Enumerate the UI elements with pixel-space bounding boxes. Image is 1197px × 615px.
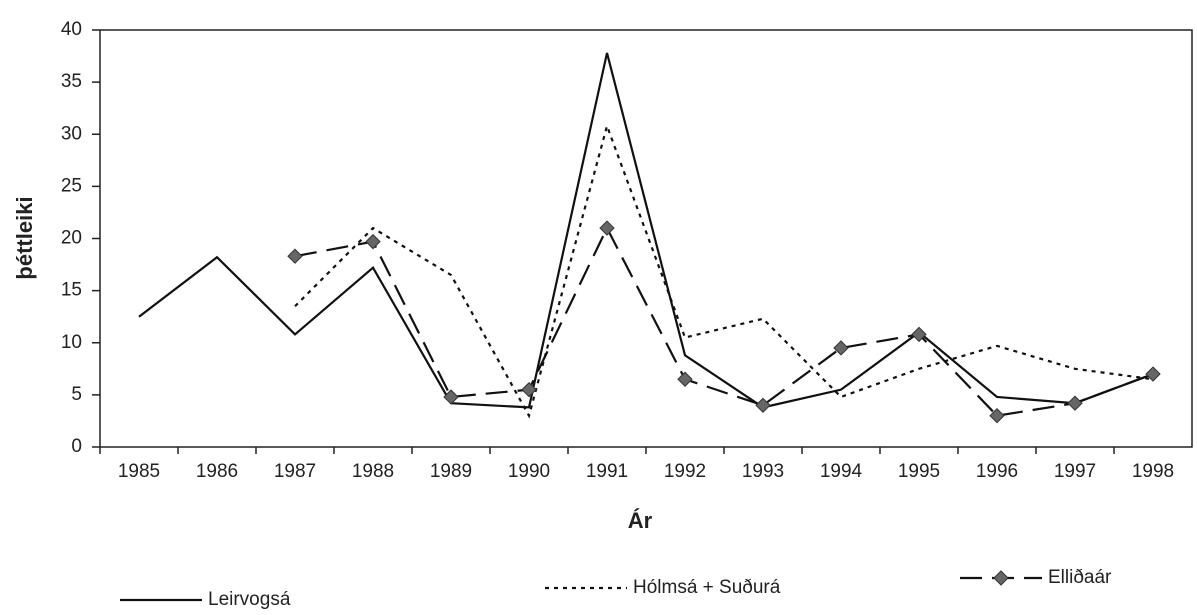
point-marker [521, 381, 537, 398]
point-marker [833, 340, 849, 356]
y-tick-label: 30 [61, 123, 82, 144]
x-tick-label: 1988 [352, 461, 394, 482]
point-marker [755, 397, 771, 414]
y-tick-label: 20 [61, 228, 82, 249]
x-tick-label: 1994 [820, 461, 863, 482]
y-tick-label: 25 [61, 175, 82, 196]
y-tick-label: 15 [61, 280, 82, 301]
point-marker [599, 220, 615, 236]
x-tick-label: 1993 [742, 461, 784, 482]
y-tick-label: 0 [71, 436, 82, 457]
x-tick-label: 1987 [274, 461, 316, 482]
x-tick-label: 1986 [196, 461, 238, 482]
x-tick-label: 1997 [1054, 461, 1096, 482]
series-line [138, 52, 1154, 409]
point-marker [677, 371, 693, 387]
x-tick-label: 1998 [1132, 461, 1174, 482]
point-marker [365, 233, 381, 250]
point-marker [989, 408, 1005, 424]
series-line [294, 225, 1154, 417]
x-tick-label: 1985 [118, 461, 160, 482]
x-tick-label: 1990 [508, 461, 550, 482]
series-line [294, 122, 1154, 419]
y-tick-label: 35 [61, 71, 82, 92]
point-marker [1145, 366, 1161, 382]
y-tick-label: 40 [61, 19, 82, 40]
plot-frame [99, 29, 1193, 448]
point-marker [1067, 395, 1083, 411]
legend-marker [993, 570, 1009, 586]
legend-label: Elliðaár [1048, 567, 1112, 588]
point-marker [911, 326, 927, 343]
y-tick-label: 10 [61, 332, 82, 353]
point-marker [443, 389, 459, 405]
x-tick-label: 1992 [664, 461, 706, 482]
x-tick-label: 1995 [898, 461, 940, 482]
y-tick-label: 5 [71, 384, 82, 405]
x-tick-label: 1989 [430, 461, 472, 482]
x-axis-title: Ár [628, 508, 653, 533]
legend-label: Hólmsá + Suðurá [633, 577, 781, 598]
y-axis-title: þéttleiki [12, 196, 37, 279]
x-tick-label: 1996 [976, 461, 1018, 482]
x-tick-label: 1991 [586, 461, 628, 482]
legend-label: Leirvogsá [208, 589, 291, 610]
point-marker [287, 248, 303, 264]
